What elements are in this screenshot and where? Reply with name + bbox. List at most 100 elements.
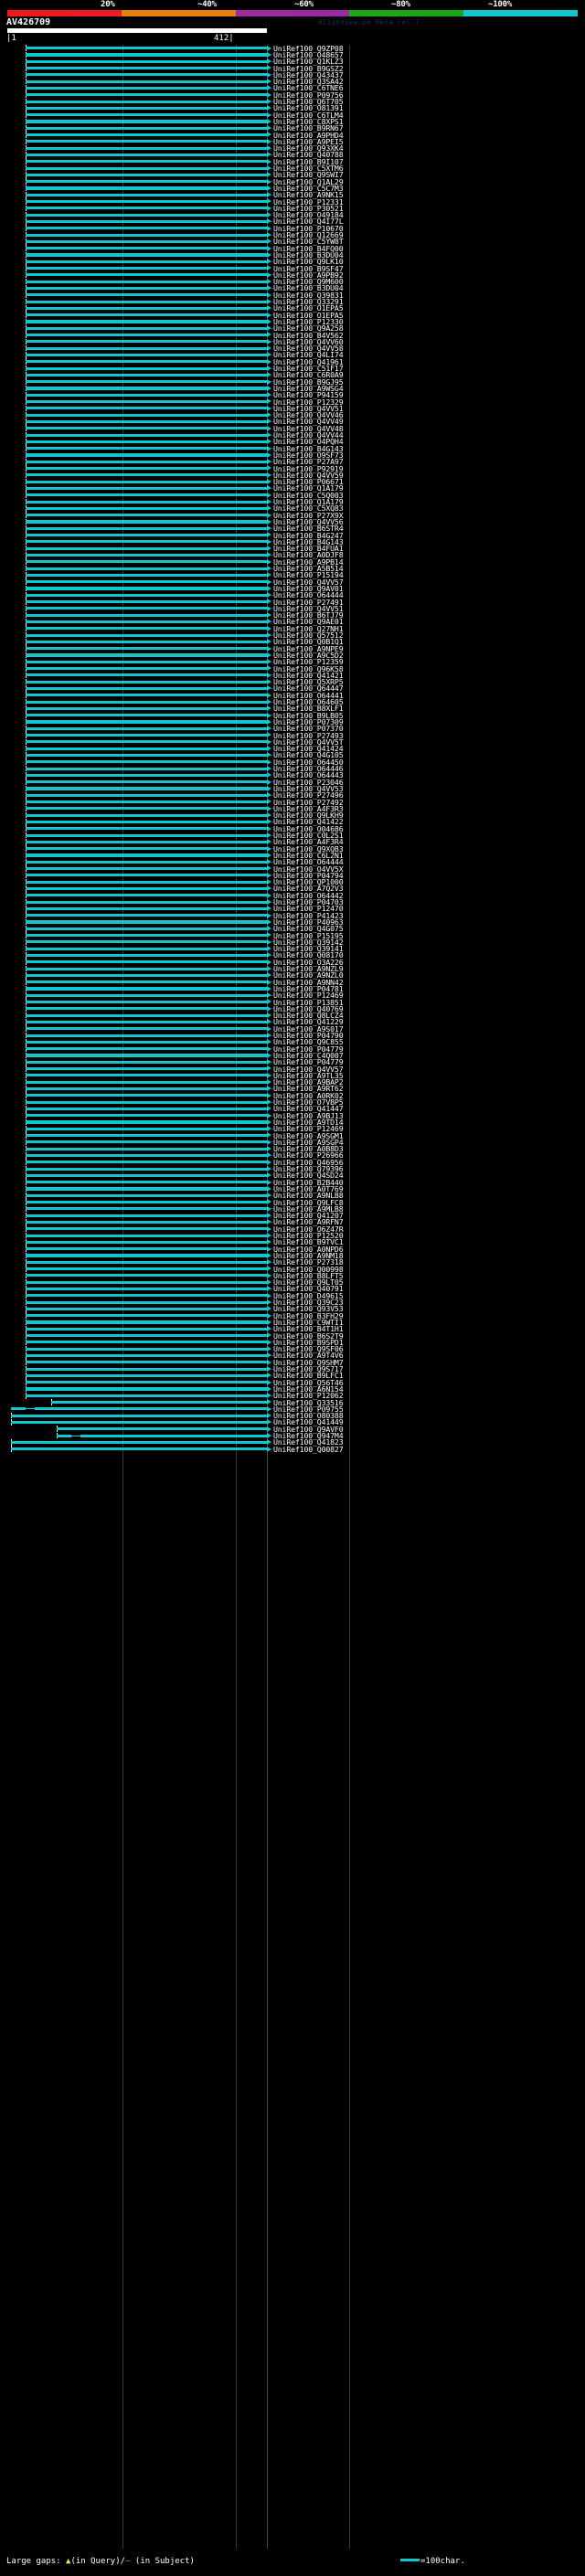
hsp-bar[interactable] [11,1414,267,1417]
hit-accession-label[interactable]: UniRef100_P04703 [273,897,344,906]
alignment-row[interactable]: UniRef100_Q9LK10 [0,258,585,266]
hit-accession-label[interactable]: UniRef100_B9SF47 [273,263,344,273]
hsp-bar[interactable] [26,366,267,370]
hit-accession-label[interactable]: UniRef100_P04781 [273,983,344,993]
hit-accession-label[interactable]: UniRef100_P06671 [273,477,344,487]
hsp-bar[interactable] [26,927,267,930]
alignment-row[interactable]: UniRef100_B2B440 [0,1178,585,1186]
alignment-row[interactable]: UniRef100_B4FUA1 [0,545,585,553]
alignment-row[interactable]: UniRef100_B3DU04 [0,284,585,292]
hit-accession-label[interactable]: UniRef100_P12520 [273,1231,344,1240]
hsp-bar[interactable] [26,493,267,497]
hit-accession-label[interactable]: UniRef100_C5C7M3 [273,183,344,193]
hsp-bar[interactable] [26,186,267,190]
hit-accession-label[interactable]: UniRef100_P12359 [273,657,344,667]
alignment-row[interactable]: UniRef100_Q93V53 [0,1305,585,1313]
hsp-bar[interactable] [26,1214,267,1217]
hit-accession-label[interactable]: UniRef100_P07370 [273,724,344,734]
hsp-bar[interactable] [26,1394,267,1397]
hit-accession-label[interactable]: UniRef100_A0DJF8 [273,550,344,560]
hit-accession-label[interactable]: UniRef100_O64446 [273,764,344,773]
hit-accession-label[interactable]: UniRef100_A9NLB8 [273,1191,344,1201]
hsp-bar[interactable] [26,247,267,250]
hit-accession-label[interactable]: UniRef100_Q41424 [273,744,344,754]
hit-accession-label[interactable]: UniRef100_O64444 [273,857,344,867]
hit-accession-label[interactable]: UniRef100_Q4VV48 [273,423,344,433]
alignment-row[interactable]: UniRef100_B6TJ79 [0,611,585,620]
alignment-row[interactable]: UniRef100_Q9M600 [0,278,585,286]
hit-accession-label[interactable]: UniRef100_A9C5D2 [273,650,344,660]
alignment-row[interactable]: UniRef100_A0DJF8 [0,550,585,560]
hit-accession-label[interactable]: UniRef100_P23046 [273,777,344,787]
hit-accession-label[interactable]: UniRef100_A9TD14 [273,1117,344,1127]
alignment-row[interactable]: UniRef100_Q4VV59 [0,471,585,479]
hsp-bar[interactable] [26,453,267,457]
alignment-row[interactable]: UniRef100_B9TVC1 [0,1238,585,1246]
hit-accession-label[interactable]: UniRef100_D49615 [273,1290,344,1300]
hsp-bar[interactable] [26,200,267,204]
hit-accession-label[interactable]: UniRef100_P04794 [273,870,344,880]
hsp-bar[interactable] [26,140,267,143]
hsp-bar[interactable] [26,1327,267,1330]
hsp-bar[interactable] [26,560,267,564]
alignment-row[interactable]: UniRef100_Q947M4 [0,1432,585,1439]
alignment-row[interactable]: UniRef100_C6R0A9 [0,371,585,379]
hit-accession-label[interactable]: UniRef100_Q4VV49 [273,417,344,427]
hit-accession-label[interactable]: UniRef100_O49184 [273,210,344,220]
hit-accession-label[interactable]: UniRef100_B9LFC1 [273,1371,344,1381]
hsp-bar[interactable] [26,1294,267,1298]
hsp-bar[interactable] [26,207,267,210]
alignment-row[interactable]: UniRef100_B4T1H1 [0,1325,585,1333]
hit-accession-label[interactable]: UniRef100_P13851 [273,997,344,1007]
alignment-row[interactable]: UniRef100_A9C5D2 [0,650,585,660]
alignment-row[interactable]: UniRef100_Q4VV57 [0,1064,585,1074]
hsp-bar[interactable] [26,1227,267,1231]
alignment-row[interactable]: UniRef100_Q1A179 [0,483,585,493]
hit-accession-label[interactable]: UniRef100_P27496 [273,790,344,800]
hit-accession-label[interactable]: UniRef100_Q4G075 [273,924,344,934]
alignment-row[interactable]: UniRef100_P27491 [0,598,585,606]
hit-accession-label[interactable]: UniRef100_Q00827 [273,1444,344,1454]
hsp-bar[interactable] [26,86,267,90]
alignment-row[interactable]: UniRef100_P09755 [0,1405,585,1413]
hit-accession-label[interactable]: UniRef100_Q39C23 [273,1298,344,1307]
hsp-bar[interactable] [26,800,267,804]
hit-accession-label[interactable]: UniRef100_A5B514 [273,564,344,573]
hsp-bar[interactable] [26,1320,267,1324]
hit-accession-label[interactable]: UniRef100_Q79396 [273,1164,344,1173]
alignment-row[interactable]: UniRef100_P30521 [0,204,585,212]
alignment-row[interactable]: UniRef100_Q41229 [0,1018,585,1026]
hsp-bar[interactable] [26,213,267,217]
alignment-row[interactable]: UniRef100_Q39831 [0,291,585,299]
hit-accession-label[interactable]: UniRef100_P12062 [273,1391,344,1401]
hsp-bar[interactable] [26,1274,267,1277]
hsp-bar[interactable] [26,880,267,884]
alignment-row[interactable]: UniRef100_A9TL35 [0,1071,585,1079]
hsp-bar[interactable] [26,1100,267,1104]
hit-accession-label[interactable]: UniRef100_Q4VV57 [273,1064,344,1074]
alignment-row[interactable]: UniRef100_Q4VV44 [0,430,585,440]
hsp-bar[interactable] [26,1001,267,1004]
alignment-row[interactable]: UniRef100_Q9XQB3 [0,844,585,853]
hit-accession-label[interactable]: UniRef100_Q93XK4 [273,143,344,154]
hsp-bar[interactable] [26,540,267,544]
hsp-bar[interactable] [26,253,267,257]
hsp-bar[interactable] [26,960,267,964]
hit-accession-label[interactable]: UniRef100_C6L2N1 [273,850,344,860]
alignment-row[interactable]: UniRef100_A9NK15 [0,191,585,199]
hit-accession-label[interactable]: UniRef100_Q1A179 [273,483,344,493]
alignment-row[interactable]: UniRef100_Q4LI74 [0,351,585,359]
hsp-bar[interactable] [26,340,267,344]
hsp-bar[interactable] [80,1434,267,1437]
alignment-row[interactable]: UniRef100_A9PHD4 [0,131,585,139]
alignment-row[interactable]: UniRef100_Q40791 [0,1285,585,1293]
alignment-row[interactable]: UniRef100_O64446 [0,764,585,773]
hsp-bar[interactable] [26,1287,267,1291]
alignment-row[interactable]: UniRef100_Q9A258 [0,324,585,333]
hit-accession-label[interactable]: UniRef100_Q4VV44 [273,430,344,440]
hsp-bar[interactable] [26,280,267,283]
hsp-bar[interactable] [26,1267,267,1271]
hsp-bar[interactable] [26,753,267,758]
alignment-row[interactable]: UniRef100_Q5XRP5 [0,678,585,686]
hsp-bar[interactable] [26,706,267,710]
